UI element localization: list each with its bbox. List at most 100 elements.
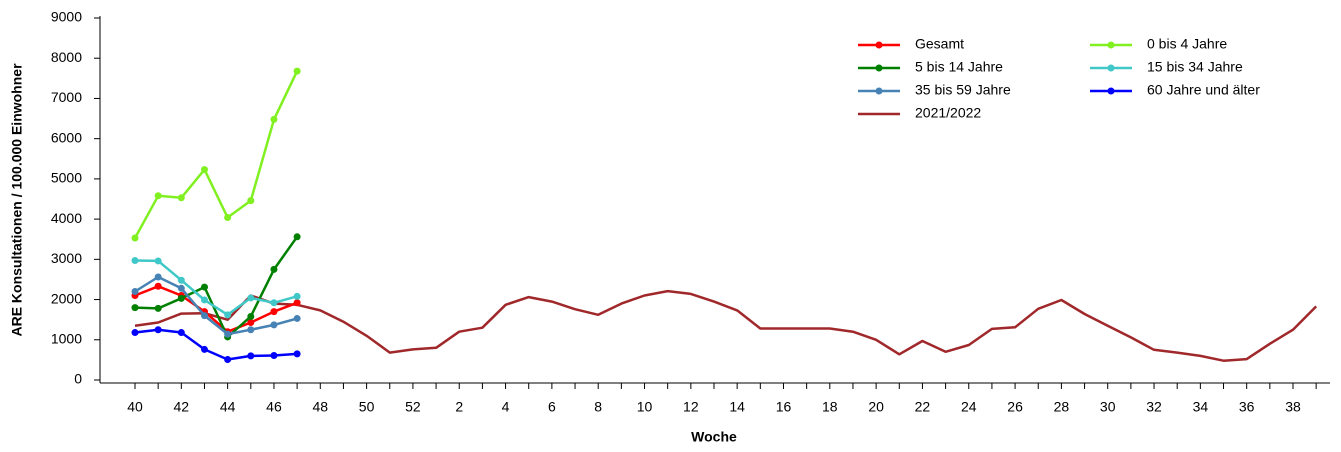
y-tick-label: 3000 bbox=[51, 250, 82, 266]
x-tick-label: 26 bbox=[1007, 399, 1023, 415]
legend-label: 15 bis 34 Jahre bbox=[1147, 59, 1243, 75]
y-axis-title: ARE Konsultationen / 100.000 Einwohner bbox=[9, 63, 25, 337]
series-marker bbox=[154, 326, 162, 334]
y-tick-label: 7000 bbox=[51, 89, 82, 105]
y-tick-label: 0 bbox=[74, 371, 82, 387]
x-tick-label: 32 bbox=[1146, 399, 1162, 415]
legend-marker bbox=[875, 41, 883, 49]
x-tick-label: 50 bbox=[359, 399, 375, 415]
legend-label: 60 Jahre und älter bbox=[1147, 82, 1260, 98]
series-marker bbox=[177, 284, 185, 292]
series-marker bbox=[247, 312, 255, 320]
y-tick-label: 8000 bbox=[51, 49, 82, 65]
series-marker bbox=[154, 192, 162, 200]
y-tick-label: 1000 bbox=[51, 330, 82, 346]
series-line bbox=[134, 328, 298, 361]
x-tick-label: 6 bbox=[548, 399, 556, 415]
series-line bbox=[133, 70, 299, 239]
x-tick-label: 16 bbox=[776, 399, 792, 415]
series-line bbox=[134, 275, 298, 336]
series-marker bbox=[131, 234, 139, 242]
y-tick-label: 2000 bbox=[51, 290, 82, 306]
legend-marker bbox=[1107, 64, 1115, 72]
x-axis-title: Woche bbox=[691, 429, 737, 445]
legend-marker bbox=[875, 64, 883, 72]
series-marker bbox=[270, 115, 278, 123]
series-marker bbox=[177, 294, 185, 302]
series-marker bbox=[177, 194, 185, 202]
y-tick-label: 4000 bbox=[51, 210, 82, 226]
series-marker bbox=[270, 265, 278, 273]
series-line bbox=[134, 259, 298, 317]
series-marker bbox=[154, 273, 162, 281]
x-tick-label: 36 bbox=[1239, 399, 1255, 415]
series-line bbox=[134, 236, 299, 339]
x-tick-label: 42 bbox=[174, 399, 190, 415]
series-marker bbox=[270, 321, 278, 329]
series-marker bbox=[154, 257, 162, 265]
x-tick-label: 52 bbox=[405, 399, 421, 415]
x-tick-label: 8 bbox=[594, 399, 602, 415]
series-marker bbox=[293, 314, 301, 322]
series-marker bbox=[200, 296, 208, 304]
series-line bbox=[134, 285, 298, 333]
x-tick-label: 40 bbox=[127, 399, 143, 415]
x-tick-label: 20 bbox=[868, 399, 884, 415]
series-marker bbox=[293, 67, 301, 75]
series-marker bbox=[224, 214, 232, 222]
x-tick-label: 30 bbox=[1100, 399, 1116, 415]
series-marker bbox=[154, 282, 162, 290]
x-tick-label: 4 bbox=[502, 399, 510, 415]
y-tick-label: 5000 bbox=[51, 170, 82, 186]
series-marker bbox=[131, 288, 139, 296]
series-marker bbox=[247, 197, 255, 205]
series-marker bbox=[270, 299, 278, 307]
series-marker bbox=[224, 330, 232, 338]
series-marker bbox=[293, 233, 301, 241]
series-marker bbox=[200, 345, 208, 353]
y-tick-label: 6000 bbox=[51, 129, 82, 145]
legend-label: 5 bis 14 Jahre bbox=[915, 59, 1003, 75]
series-marker bbox=[224, 355, 232, 363]
series-marker bbox=[247, 326, 255, 334]
legend-marker bbox=[1107, 41, 1115, 49]
x-tick-label: 34 bbox=[1193, 399, 1209, 415]
x-tick-label: 44 bbox=[220, 399, 236, 415]
series-marker bbox=[247, 294, 255, 302]
x-tick-label: 28 bbox=[1054, 399, 1070, 415]
x-tick-label: 12 bbox=[683, 399, 699, 415]
legend-marker bbox=[875, 87, 883, 95]
legend-label: Gesamt bbox=[915, 36, 964, 52]
series-marker bbox=[200, 312, 208, 320]
series-marker bbox=[131, 329, 139, 337]
series-marker bbox=[270, 351, 278, 359]
series-marker bbox=[247, 318, 255, 326]
series-marker bbox=[154, 304, 162, 312]
series-marker bbox=[177, 329, 185, 337]
series-marker bbox=[247, 352, 255, 360]
x-tick-label: 24 bbox=[961, 399, 977, 415]
x-tick-label: 2 bbox=[455, 399, 463, 415]
legend-marker bbox=[1107, 87, 1115, 95]
series-marker bbox=[177, 276, 185, 284]
series-marker bbox=[200, 166, 208, 174]
x-tick-label: 10 bbox=[637, 399, 653, 415]
series-marker bbox=[293, 299, 301, 307]
legend-label: 0 bis 4 Jahre bbox=[1147, 36, 1227, 52]
series-marker bbox=[131, 257, 139, 265]
x-tick-label: 46 bbox=[266, 399, 282, 415]
series-marker bbox=[200, 283, 208, 291]
x-tick-label: 14 bbox=[729, 399, 745, 415]
series-marker bbox=[270, 308, 278, 316]
legend-label: 35 bis 59 Jahre bbox=[915, 82, 1011, 98]
x-tick-label: 48 bbox=[312, 399, 328, 415]
series-marker bbox=[293, 350, 301, 358]
legend-label: 2021/2022 bbox=[915, 105, 981, 121]
x-tick-label: 18 bbox=[822, 399, 838, 415]
series-marker bbox=[131, 304, 139, 312]
y-tick-label: 9000 bbox=[51, 9, 82, 25]
x-tick-label: 38 bbox=[1285, 399, 1301, 415]
series-marker bbox=[293, 292, 301, 300]
series-marker bbox=[224, 311, 232, 319]
